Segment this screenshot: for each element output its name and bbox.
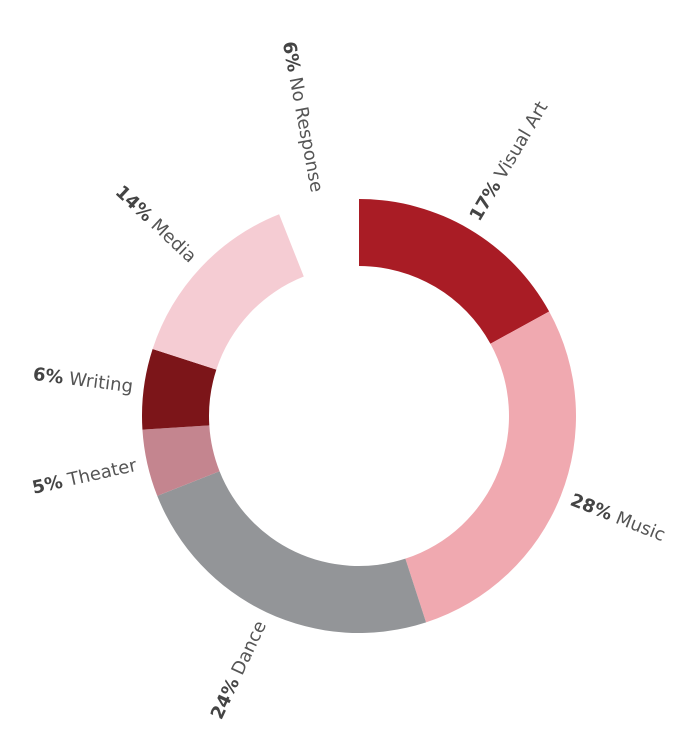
category-label: Visual Art — [490, 98, 552, 183]
category-label: No Response — [285, 75, 327, 194]
value-label: 28% — [567, 490, 615, 525]
category-label: Writing — [68, 368, 134, 397]
slice-label: 6% Writing — [32, 364, 134, 397]
slice-label: 24% Dance — [207, 618, 271, 723]
donut-slice — [142, 348, 217, 430]
value-label: 6% — [278, 40, 304, 74]
slice-label: 5% Theater — [30, 455, 139, 499]
slice-label: 28% Music — [567, 490, 668, 546]
donut-slice — [142, 425, 220, 496]
category-label: Theater — [65, 455, 139, 491]
category-label: Music — [613, 508, 668, 546]
donut-slice — [157, 471, 427, 633]
slice-label: 14% Media — [111, 181, 200, 267]
category-label: Media — [147, 215, 201, 267]
category-label: Dance — [228, 618, 271, 679]
value-label: 6% — [32, 364, 65, 389]
slice-label: 17% Visual Art — [466, 98, 553, 225]
slice-label: 6% No Response — [278, 40, 327, 194]
donut-slice — [359, 199, 550, 344]
donut-slice — [405, 311, 576, 623]
donut-slice — [152, 214, 304, 370]
value-label: 5% — [30, 472, 64, 499]
